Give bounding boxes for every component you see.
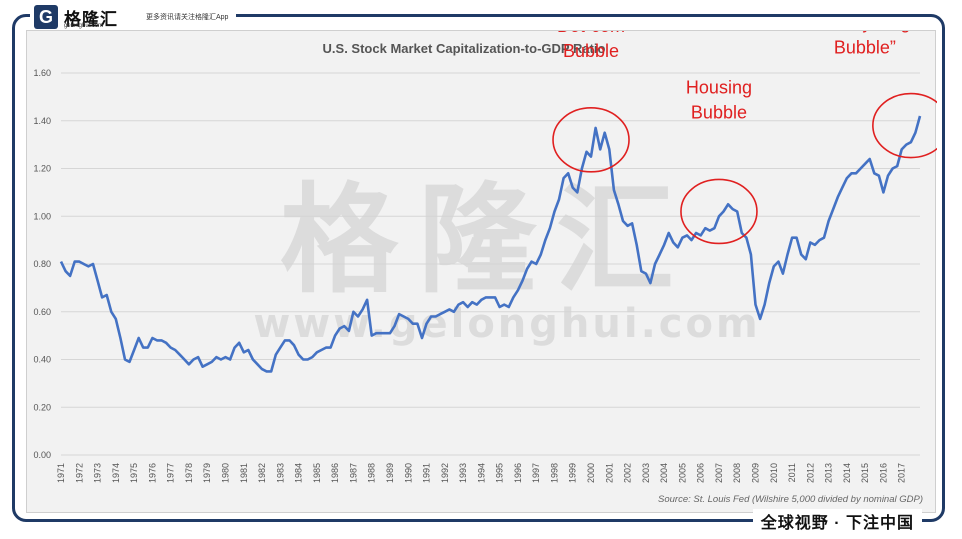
y-axis-ticks: 0.00 0.20 0.40 0.60 0.80 1.00 1.20 1.40 1.60 [33,68,51,460]
watermark-title: 格隆汇 [280,171,694,309]
y-tick-label: 0.80 [33,259,51,269]
brand-logo-icon: G [34,5,58,29]
x-tick-label: 1989 [385,463,395,483]
x-tick-label: 2004 [659,463,669,483]
x-tick-label: 1971 [56,463,66,483]
chart-title: U.S. Stock Market Capitalization-to-GDP … [323,41,606,56]
x-tick-label: 1994 [476,463,486,483]
x-tick-label: 1999 [568,463,578,483]
x-tick-label: 2005 [677,463,687,483]
annotation-label: Housing [686,77,752,97]
watermark-url: www.gelonghui.com [253,301,760,347]
annotation-circle [680,178,758,245]
x-tick-label: 2001 [604,463,614,483]
bottom-banner: 全球视野 · 下注中国 [752,509,922,533]
x-tick-label: 2016 [878,463,888,483]
x-tick-label: 2006 [696,463,706,483]
x-tick-label: 1990 [403,463,413,483]
y-tick-label: 0.60 [33,307,51,317]
y-tick-label: 0.20 [33,402,51,412]
x-tick-label: 1984 [294,463,304,483]
y-tick-label: 1.20 [33,164,51,174]
chart-source: Source: St. Louis Fed (Wilshire 5,000 di… [658,494,923,505]
x-tick-label: 1986 [330,463,340,483]
y-tick-label: 0.40 [33,355,51,365]
x-tick-label: 2007 [714,463,724,483]
annotation-label: Bubble [691,102,747,122]
x-tick-label: 1981 [239,463,249,483]
x-tick-label: 1978 [184,463,194,483]
x-tick-label: 1985 [312,463,322,483]
x-tick-label: 2008 [732,463,742,483]
x-tick-label: 1998 [549,463,559,483]
brand-name: 格隆汇 [64,9,118,29]
annotation-label: Bubble [563,41,619,61]
x-tick-label: 1991 [422,463,432,483]
annotation-label: “Everything [819,31,910,33]
annotation-label: Dot-com [557,31,625,36]
x-tick-label: 1974 [111,463,121,483]
x-tick-label: 1983 [275,463,285,483]
brand-header: G 格隆汇 gelonghui.com 更多资讯请关注格隆汇App [30,4,237,30]
x-axis-ticks: 1971 1972 1973 1974 1975 1976 1977 1978 1979 1980… [56,463,907,483]
chart-svg: 格隆汇 www.gelonghui.com U.S. Stock Market … [33,31,937,505]
y-tick-label: 1.40 [33,116,51,126]
y-tick-label: 1.60 [33,68,51,78]
x-tick-label: 2012 [805,463,815,483]
x-tick-label: 2014 [842,463,852,483]
x-tick-label: 2002 [623,463,633,483]
x-tick-label: 2013 [824,463,834,483]
annotation-circle [552,107,630,173]
x-tick-label: 2017 [897,463,907,483]
watermark: 格隆汇 www.gelonghui.com [253,171,760,347]
y-tick-label: 0.00 [33,450,51,460]
annotation-label: Bubble” [834,38,896,58]
x-tick-label: 1982 [257,463,267,483]
annotations: Dot-com Bubble Housing Bubble “Everything Bub… [552,31,937,245]
x-tick-label: 1997 [531,463,541,483]
chart-container: 格隆汇 www.gelonghui.com U.S. Stock Market … [26,30,937,513]
x-tick-label: 2000 [586,463,596,483]
x-tick-label: 2015 [860,463,870,483]
x-tick-label: 1980 [220,463,230,483]
grid-lines [61,72,920,456]
y-tick-label: 1.00 [33,211,51,221]
x-tick-label: 1988 [367,463,377,483]
x-tick-label: 1996 [513,463,523,483]
x-tick-label: 1973 [93,463,103,483]
x-tick-label: 1976 [147,463,157,483]
x-tick-label: 1995 [495,463,505,483]
annotation-circle [872,92,937,159]
x-tick-label: 1975 [129,463,139,483]
x-tick-label: 1993 [458,463,468,483]
x-tick-label: 2009 [751,463,761,483]
x-tick-label: 2003 [641,463,651,483]
x-tick-label: 1977 [166,463,176,483]
x-tick-label: 2010 [769,463,779,483]
brand-url: gelonghui.com [64,23,104,29]
brand-slogan: 更多资讯请关注格隆汇App [146,14,229,21]
x-tick-label: 2011 [787,463,797,482]
x-tick-label: 1972 [74,463,84,483]
x-tick-label: 1987 [348,463,358,483]
x-tick-label: 1992 [440,463,450,483]
x-tick-label: 1979 [202,463,212,483]
series-line [59,115,922,373]
